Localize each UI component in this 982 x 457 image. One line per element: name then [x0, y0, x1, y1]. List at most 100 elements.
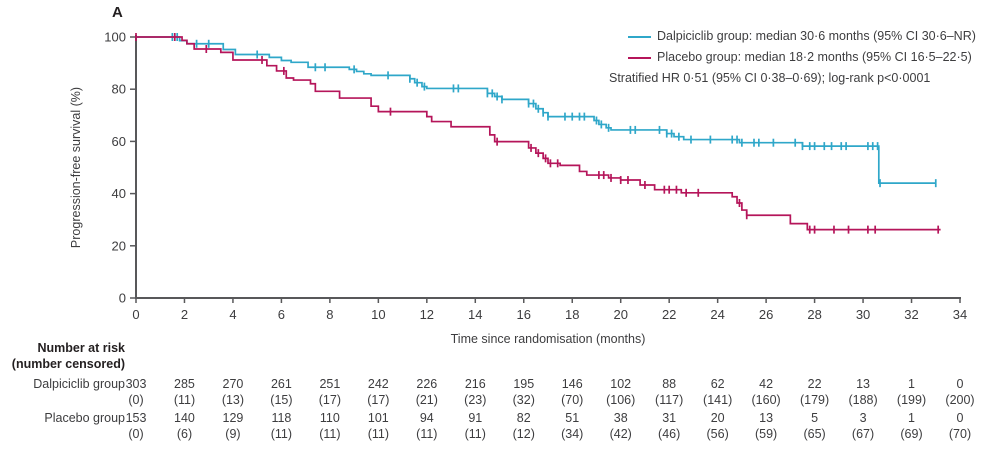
y-tick-label: 20: [112, 238, 126, 253]
censored-count-cell: (6): [176, 427, 193, 441]
risk-row-label-dalpiciclib: Dalpiciclib group: [33, 377, 125, 391]
censored-count-cell: (46): [658, 427, 681, 441]
censored-count-cell: (13): [221, 393, 245, 407]
legend-item-placebo: Placebo group: median 18·2 months (95% C…: [600, 50, 978, 65]
risk-count-cell: 94: [419, 411, 434, 425]
risk-count-cell: 42: [759, 377, 774, 391]
x-tick-label: 24: [710, 307, 724, 322]
risk-count-cell: 5: [811, 411, 819, 425]
risk-count-cell: 102: [610, 377, 632, 391]
risk-count-cell: 226: [416, 377, 438, 391]
censored-count-cell: (11): [464, 427, 486, 441]
risk-count-cell: 195: [513, 377, 535, 391]
legend-item-dalpiciclib: Dalpiciclib group: median 30·6 months (9…: [600, 29, 978, 44]
censored-count-cell: (42): [609, 427, 632, 441]
legend-label-dalpiciclib: Dalpiciclib group: median 30·6 months (9…: [657, 29, 976, 43]
censored-count-cell: (199): [896, 393, 927, 407]
x-tick-label: 2: [181, 307, 188, 322]
censored-count-cell: (11): [270, 427, 293, 441]
risk-count-cell: 91: [468, 411, 483, 425]
risk-count-cell: 118: [271, 411, 292, 425]
y-tick-label: 80: [112, 82, 126, 97]
risk-count-cell: 3: [859, 411, 867, 425]
x-tick-label: 12: [420, 307, 434, 322]
censored-count-cell: (0): [128, 393, 144, 407]
risk-count-cell: 0: [956, 411, 964, 425]
x-axis-label: Time since randomisation (months): [451, 332, 646, 346]
risk-count-cell: 1: [908, 411, 915, 425]
risk-count-cell: 140: [174, 411, 195, 425]
risk-count-cell: 216: [464, 377, 486, 391]
x-tick-label: 22: [662, 307, 676, 322]
x-tick-label: 30: [856, 307, 870, 322]
censored-count-cell: (11): [173, 393, 196, 407]
risk-count-cell: 31: [662, 411, 677, 425]
risk-count-cell: 146: [561, 377, 583, 391]
x-tick-label: 14: [468, 307, 482, 322]
risk-count-cell: 20: [710, 411, 725, 425]
legend-label-placebo: Placebo group: median 18·2 months (95% C…: [657, 50, 972, 64]
placebo-curve: [136, 36, 941, 231]
censored-count-cell: (17): [367, 393, 390, 407]
censored-count-cell: (12): [512, 427, 535, 441]
risk-count-cell: 261: [270, 377, 292, 391]
censored-count-cell: (15): [270, 393, 293, 407]
x-tick-label: 8: [326, 307, 333, 322]
y-axis-label: Progression-free survival (%): [69, 87, 83, 248]
risk-count-cell: 270: [222, 377, 244, 391]
censored-count-cell: (11): [416, 427, 438, 441]
risk-count-cell: 0: [956, 377, 964, 391]
x-tick-label: 18: [565, 307, 579, 322]
risk-count-cell: 62: [710, 377, 725, 391]
risk-count-cell: 51: [565, 411, 580, 425]
censored-count-cell: (56): [706, 427, 729, 441]
x-tick-label: 0: [132, 307, 139, 322]
dalpiciclib-line-swatch-icon: [628, 35, 651, 38]
x-tick-label: 6: [278, 307, 285, 322]
risk-count-cell: 303: [125, 377, 147, 391]
x-tick-label: 26: [759, 307, 773, 322]
censored-count-cell: (70): [948, 427, 972, 441]
risk-count-cell: 1: [908, 377, 915, 391]
censored-count-cell: (65): [803, 427, 826, 441]
risk-row-label-placebo: Placebo group: [44, 411, 125, 425]
censored-count-cell: (70): [561, 393, 584, 407]
y-tick-label: 60: [112, 134, 126, 149]
risk-count-cell: 242: [367, 377, 389, 391]
censored-count-cell: (21): [415, 393, 438, 407]
panel-label: A: [112, 4, 123, 21]
risk-count-cell: 38: [613, 411, 628, 425]
censored-count-cell: (11): [319, 427, 341, 441]
censored-count-cell: (141): [703, 393, 733, 407]
y-tick-label: 100: [104, 30, 126, 45]
censored-count-cell: (67): [851, 427, 875, 441]
censored-count-cell: (32): [512, 393, 535, 407]
censored-count-cell: (106): [606, 393, 636, 407]
censored-count-cell: (200): [945, 393, 975, 407]
risk-table-header-line2: (number censored): [11, 357, 125, 371]
risk-count-cell: 153: [125, 411, 147, 425]
risk-count-cell: 22: [807, 377, 822, 391]
x-tick-label: 34: [953, 307, 967, 322]
risk-count-cell: 251: [319, 377, 341, 391]
risk-count-cell: 285: [174, 377, 195, 391]
x-tick-label: 16: [517, 307, 531, 322]
risk-count-cell: 110: [319, 411, 340, 425]
censored-count-cell: (188): [848, 393, 878, 407]
censored-count-cell: (11): [367, 427, 389, 441]
risk-count-cell: 129: [222, 411, 244, 425]
x-tick-label: 32: [904, 307, 918, 322]
y-tick-label: 0: [119, 291, 126, 306]
censored-count-cell: (9): [225, 427, 241, 441]
legend-stats-note: Stratified HR 0·51 (95% CI 0·38–0·69); l…: [609, 71, 931, 85]
censored-count-cell: (179): [799, 393, 830, 407]
x-tick-label: 10: [371, 307, 385, 322]
risk-count-cell: 13: [856, 377, 870, 391]
risk-table-header-line1: Number at risk: [37, 341, 125, 355]
risk-count-cell: 101: [367, 411, 389, 425]
censored-count-cell: (160): [751, 393, 781, 407]
legend: Dalpiciclib group: median 30·6 months (9…: [600, 29, 978, 86]
